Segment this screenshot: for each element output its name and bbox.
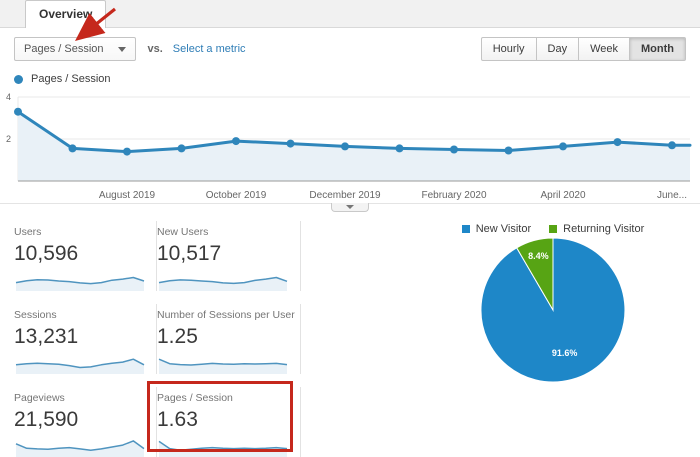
metric-card-sessions: Sessions 13,231 <box>14 304 157 374</box>
chart-legend: Pages / Session <box>0 69 700 87</box>
legend-label: Pages / Session <box>31 73 111 85</box>
x-tick-label: December 2019 <box>309 190 381 201</box>
timeseries-plot: 24 <box>6 92 692 182</box>
select-a-metric-link[interactable]: Select a metric <box>172 43 246 55</box>
tab-bar: Overview <box>0 0 700 28</box>
metric-card-new-users: New Users 10,517 <box>157 221 301 291</box>
metric-selector-row: Pages / Session vs. Select a metric Hour… <box>0 28 700 69</box>
chevron-down-icon <box>117 46 126 52</box>
chart-collapse-handle[interactable] <box>331 203 369 212</box>
x-tick-label: June... <box>656 190 688 201</box>
summary-section: Users 10,596 New Users 10,517 Sessions 13,231… <box>0 212 700 457</box>
metric-value: 10,517 <box>157 242 222 265</box>
x-tick-label: February 2020 <box>421 190 487 201</box>
metric-selector-dropdown[interactable]: Pages / Session <box>14 37 136 61</box>
svg-text:4: 4 <box>6 92 11 102</box>
metric-card-users: Users 10,596 <box>14 221 157 291</box>
metric-label: Sessions <box>14 309 57 321</box>
metric-card-number-of-sessions-per-user: Number of Sessions per User 1.25 <box>157 304 301 374</box>
legend-entry-label: New Visitor <box>475 223 532 235</box>
metric-label: Users <box>14 226 42 238</box>
metric-value: 21,590 <box>14 408 79 431</box>
vs-label: vs. <box>147 43 163 55</box>
metric-label: Pageviews <box>14 392 65 404</box>
legend-dot-icon <box>14 74 23 84</box>
metric-sparkline <box>158 276 288 291</box>
x-tick-label: April 2020 <box>540 190 586 201</box>
metric-sparkline <box>15 276 145 291</box>
x-tick-label: August 2019 <box>98 190 156 201</box>
pie-legend-item-new-visitor: New Visitor <box>461 223 532 235</box>
metric-selector-value: Pages / Session <box>24 43 104 55</box>
pie-legend: New Visitor Returning Visitor <box>461 223 644 235</box>
granularity-button-week[interactable]: Week <box>579 37 631 61</box>
svg-text:2: 2 <box>6 134 11 144</box>
x-axis-labels: August 2019 October 2019 December 2019 Febr… <box>0 190 700 203</box>
metric-label: New Users <box>157 226 209 238</box>
metric-value: 13,231 <box>14 325 79 348</box>
x-tick-label: October 2019 <box>205 190 267 201</box>
metric-sparkline <box>158 358 288 374</box>
metric-sparkline <box>15 440 145 457</box>
metric-value: 10,596 <box>14 242 79 265</box>
svg-text:8.4%: 8.4% <box>528 251 549 261</box>
visitor-pie-chart: 91.6% 8.4% <box>480 237 626 383</box>
granularity-button-month[interactable]: Month <box>630 37 686 61</box>
tab-overview[interactable]: Overview <box>25 0 107 28</box>
metric-sparkline <box>158 440 288 457</box>
legend-swatch-icon <box>549 225 558 233</box>
pie-legend-item-returning-visitor: Returning Visitor <box>549 223 644 235</box>
metric-label: Number of Sessions per User <box>157 309 295 321</box>
legend-entry-label: Returning Visitor <box>563 223 645 235</box>
legend-swatch-icon <box>461 225 470 233</box>
metric-value: 1.25 <box>157 325 198 348</box>
metric-value: 1.63 <box>157 408 198 431</box>
granularity-button-day[interactable]: Day <box>536 37 580 61</box>
metric-label: Pages / Session <box>157 392 233 404</box>
metric-sparkline <box>15 358 145 374</box>
metrics-grid: Users 10,596 New Users 10,517 Sessions 13,231… <box>14 221 301 457</box>
granularity-switcher: Hourly Day Week Month <box>480 37 686 61</box>
granularity-button-hourly[interactable]: Hourly <box>480 37 537 61</box>
svg-text:91.6%: 91.6% <box>552 348 578 358</box>
collapse-caret-icon <box>346 205 354 209</box>
visitor-pie-block: New Visitor Returning Visitor 91.6% 8.4% <box>433 221 673 457</box>
